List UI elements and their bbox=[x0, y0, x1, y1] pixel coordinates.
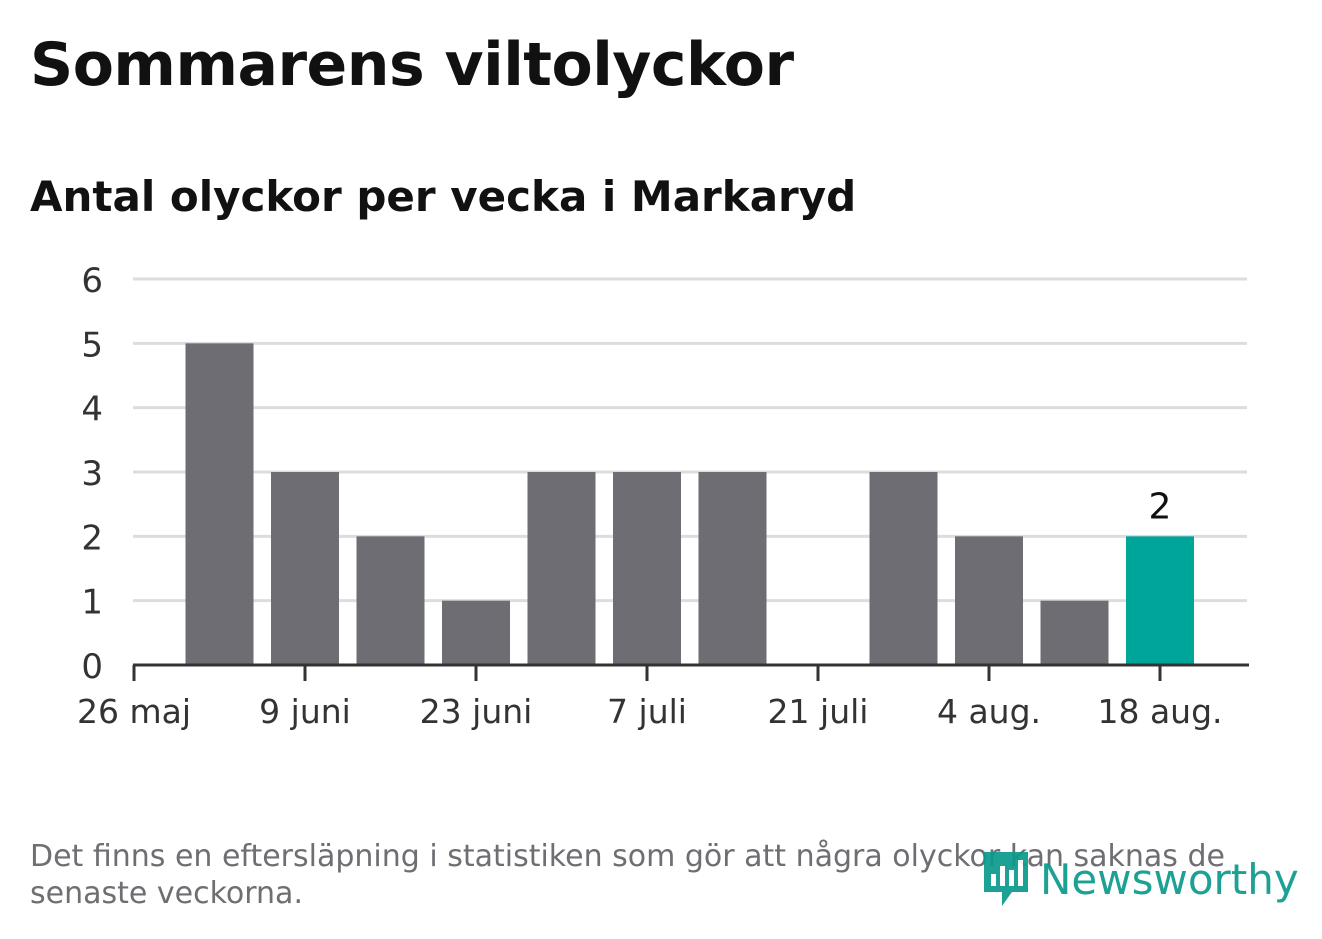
bar bbox=[185, 343, 254, 665]
bar bbox=[869, 472, 938, 665]
newsworthy-icon bbox=[984, 852, 1028, 906]
y-tick-label: 2 bbox=[81, 518, 103, 558]
bar bbox=[1040, 600, 1109, 665]
bar bbox=[613, 472, 681, 665]
newsworthy-logo: Newsworthy bbox=[980, 848, 1299, 910]
x-tick-label: 7 juli bbox=[607, 692, 687, 731]
y-tick-label: 1 bbox=[81, 583, 103, 623]
bar bbox=[698, 472, 767, 665]
bar bbox=[955, 536, 1023, 665]
x-tick-label: 26 maj bbox=[77, 692, 191, 731]
chart-title: Sommarens viltolyckor bbox=[30, 30, 794, 100]
y-tick-label: 3 bbox=[81, 454, 103, 494]
chart-subtitle: Antal olyckor per vecka i Markaryd bbox=[30, 172, 857, 221]
y-tick-label: 0 bbox=[81, 647, 103, 687]
y-tick-label: 4 bbox=[81, 390, 103, 430]
data-label: 2 bbox=[1149, 486, 1172, 527]
logo-text: Newsworthy bbox=[1040, 854, 1299, 904]
x-tick-label: 23 juni bbox=[420, 692, 533, 731]
bar bbox=[356, 536, 425, 665]
x-tick-label: 21 juli bbox=[768, 692, 869, 731]
bar bbox=[442, 600, 510, 665]
x-tick-label: 18 aug. bbox=[1097, 692, 1222, 731]
bar bbox=[271, 472, 339, 665]
y-tick-label: 6 bbox=[81, 261, 103, 301]
x-tick-label: 9 juni bbox=[259, 692, 351, 731]
x-tick-label: 4 aug. bbox=[937, 692, 1041, 731]
y-tick-label: 5 bbox=[81, 325, 103, 365]
bar bbox=[1126, 536, 1194, 665]
bar bbox=[527, 472, 596, 665]
